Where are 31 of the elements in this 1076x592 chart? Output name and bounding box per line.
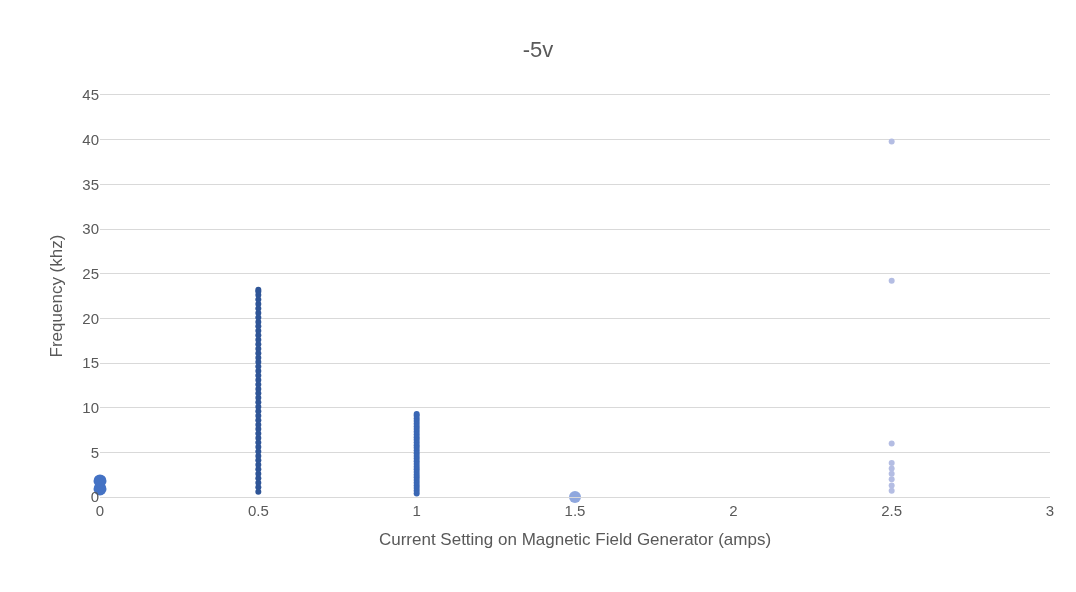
- y-tick-label: 30: [82, 220, 99, 238]
- x-tick-label: 1.5: [564, 502, 586, 519]
- y-axis-title: Frequency (khz): [46, 234, 66, 358]
- point: [888, 460, 895, 467]
- y-tick-label: 20: [82, 309, 99, 327]
- x-tick-label: 2.5: [881, 502, 903, 519]
- y-tick-label: 15: [82, 354, 99, 372]
- point: [888, 482, 895, 489]
- point: [888, 440, 895, 447]
- point: [888, 465, 895, 472]
- point: [255, 354, 262, 361]
- y-tick-label: 45: [82, 86, 99, 104]
- y-tick-label: 40: [82, 130, 99, 148]
- y-tick-label: 35: [82, 175, 99, 193]
- point: [888, 487, 895, 494]
- point: [888, 470, 895, 477]
- point: [888, 277, 895, 284]
- y-tick-label: 10: [82, 398, 99, 416]
- y-tick-label: 0: [90, 488, 99, 506]
- point: [888, 138, 895, 145]
- y-tick-label: 25: [82, 264, 99, 282]
- x-tick-label: 0.5: [247, 502, 269, 519]
- point: [888, 476, 895, 483]
- point: [255, 421, 262, 428]
- chart-title: -5v: [522, 36, 554, 62]
- x-axis-title: Current Setting on Magnetic Field Generator (amps): [378, 530, 772, 550]
- y-tick-label: 5: [90, 443, 99, 461]
- x-tick-label: 1: [412, 502, 421, 519]
- point: [255, 488, 262, 495]
- x-tick-label: 3: [1045, 502, 1055, 519]
- x-tick-label: 2: [729, 502, 738, 519]
